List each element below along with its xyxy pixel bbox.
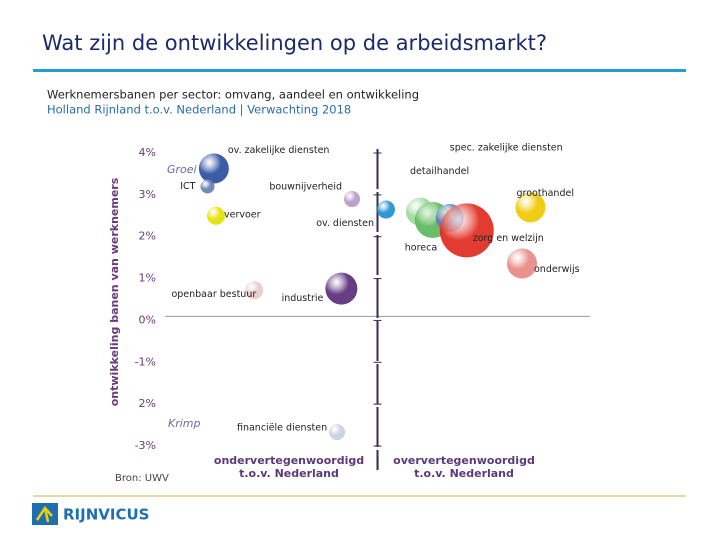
bubble — [329, 424, 346, 441]
y-tick-label: -3% — [135, 439, 156, 452]
bubble — [198, 153, 229, 184]
footer-rule — [33, 495, 686, 497]
bubble — [325, 272, 358, 305]
y-axis-label: ontwikkeling banen van werknemers — [108, 177, 121, 406]
logo-text: RIJNVICUS — [63, 506, 149, 524]
x-axis-label: oververtegenwoordigd — [393, 454, 535, 467]
bubble — [200, 179, 215, 194]
plot: 4% 3% 2% 1% 0% -1% 2% -3% ov. zakelijke diensten… — [135, 142, 590, 470]
x-axis-label: t.o.v. Nederland — [414, 467, 514, 480]
bubble — [507, 248, 537, 279]
bubble-label: spec. zakelijke diensten — [450, 142, 563, 153]
y-tick-label: 4% — [139, 146, 156, 159]
subtitle: Werknemersbanen per sector: omvang, aand… — [47, 88, 419, 102]
bubble-label: bouwnijverheid — [269, 182, 342, 193]
x-axis-label: t.o.v. Nederland — [239, 467, 339, 480]
annotation: Krimp — [168, 417, 201, 430]
title-rule — [33, 69, 686, 72]
bubble-label: vervoer — [224, 209, 261, 220]
bubble — [439, 203, 494, 258]
bubble-label: groothandel — [517, 188, 574, 199]
bubble — [344, 191, 360, 208]
logo-figure — [35, 505, 53, 523]
bubble — [207, 206, 225, 225]
y-tick-label: 3% — [139, 188, 156, 201]
bubble — [515, 192, 546, 223]
bubble-label: ov. zakelijke diensten — [228, 145, 330, 156]
y-tick-label: 2% — [139, 230, 156, 243]
source: Bron: UWV — [115, 473, 169, 484]
bubble-label: zorg en welzijn — [473, 233, 544, 244]
annotation: Groei — [167, 163, 197, 176]
bubble-label: openbaar bestuur — [171, 289, 256, 300]
bubble-label: ov. diensten — [316, 218, 374, 229]
bubble-label: industrie — [282, 293, 324, 304]
bubble — [245, 281, 264, 300]
x-axis-label: ondervertegenwoordigd — [214, 454, 364, 467]
y-tick-label: 2% — [139, 397, 156, 410]
y-tick-label: 0% — [139, 313, 156, 326]
slide-title: Wat zijn de ontwikkelingen op de arbeids… — [42, 31, 547, 55]
y-tick-label: -1% — [135, 355, 156, 368]
bubble-label: horeca — [405, 242, 437, 253]
subtitle: Holland Rijnland t.o.v. Nederland | Verw… — [47, 103, 351, 117]
bubble-label: ICT — [180, 181, 195, 192]
bubble-label: onderwijs — [534, 264, 580, 275]
bubble-label: detailhandel — [410, 166, 469, 177]
bubble-label: financiële diensten — [237, 423, 327, 434]
y-tick-label: 1% — [139, 272, 156, 285]
bubble — [377, 200, 395, 219]
